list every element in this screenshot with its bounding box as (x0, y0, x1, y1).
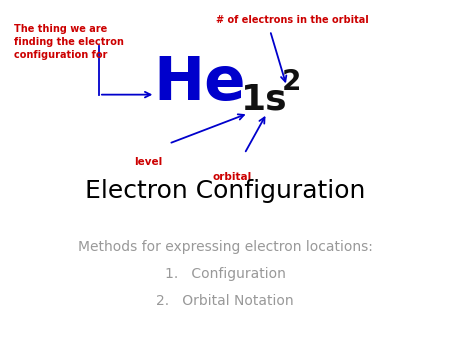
Text: 1s: 1s (241, 82, 288, 117)
Text: The thing we are
finding the electron
configuration for: The thing we are finding the electron co… (14, 24, 123, 60)
Text: Electron Configuration: Electron Configuration (85, 179, 365, 203)
Text: # of electrons in the orbital: # of electrons in the orbital (216, 15, 369, 25)
Text: 2: 2 (281, 68, 301, 96)
Text: He: He (153, 54, 246, 113)
Text: level: level (135, 157, 162, 167)
Text: Methods for expressing electron locations:: Methods for expressing electron location… (77, 240, 373, 254)
Text: 2.   Orbital Notation: 2. Orbital Notation (156, 294, 294, 308)
Text: 1.   Configuration: 1. Configuration (165, 267, 285, 281)
Text: orbital: orbital (212, 172, 252, 183)
